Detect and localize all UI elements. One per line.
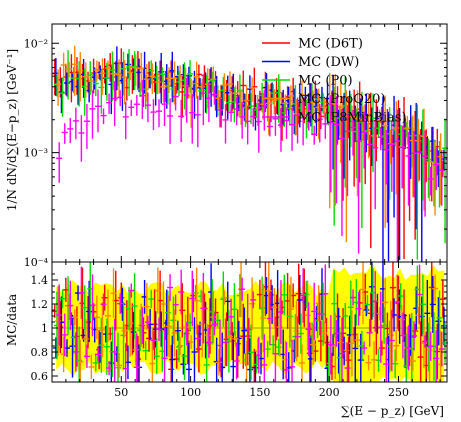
ratio-y-tick-label: 0.6 [31,370,49,383]
ratio-series-mc-p0- [53,262,449,382]
ratio-y-tick-label: 0.8 [31,346,49,359]
x-tick-label: 250 [388,386,409,399]
y-tick-label: 10⁻⁴ [24,256,49,269]
legend: MC (D6T) MC (DW) MC (P0) MC (ProQ20) MC (P8M… [262,37,407,126]
y-tick-label: 10⁻³ [24,147,48,160]
series-mc-p8minbias- [56,74,445,262]
ratio-series-mc-d6t- [51,262,446,382]
series-mc-proq20- [55,45,444,243]
x-tick-label: 150 [249,386,270,399]
x-tick-label: 50 [114,386,128,399]
main-panel-data [51,45,449,262]
y-tick-label: 10⁻² [24,37,48,50]
ratio-y-tick-label: 1.2 [31,298,49,311]
ratio-series-mc-proq20- [55,262,444,382]
legend-label: MC (ProQ20) [298,92,386,107]
x-tick-label: 200 [319,386,340,399]
ratio-y-axis-label: MC/data [5,294,19,346]
legend-label: MC (DW) [298,55,359,70]
ratio-series-mc-dw- [52,262,447,382]
axis-ticks: 50 100 150 200 250 10⁻² 10⁻³ 10⁻⁴ 0.6 0.8 1 1.2 1.4 [24,24,447,399]
x-tick-label: 100 [180,386,201,399]
legend-label: MC (P0) [298,74,353,89]
ratio-series-mc-p8minbias- [56,264,445,382]
ratio-panel-data [51,262,449,382]
x-axis-label: ∑(E − p_z) [GeV] [341,404,444,418]
legend-label: MC (D6T) [298,37,363,52]
ratio-y-tick-label: 1 [41,322,48,335]
main-y-axis-label: 1/N dN/d∑(E−p_z) [GeV⁻¹] [5,49,19,211]
legend-label: MC (P8MinBias) [298,111,407,126]
ratio-y-tick-label: 1.4 [31,274,49,287]
